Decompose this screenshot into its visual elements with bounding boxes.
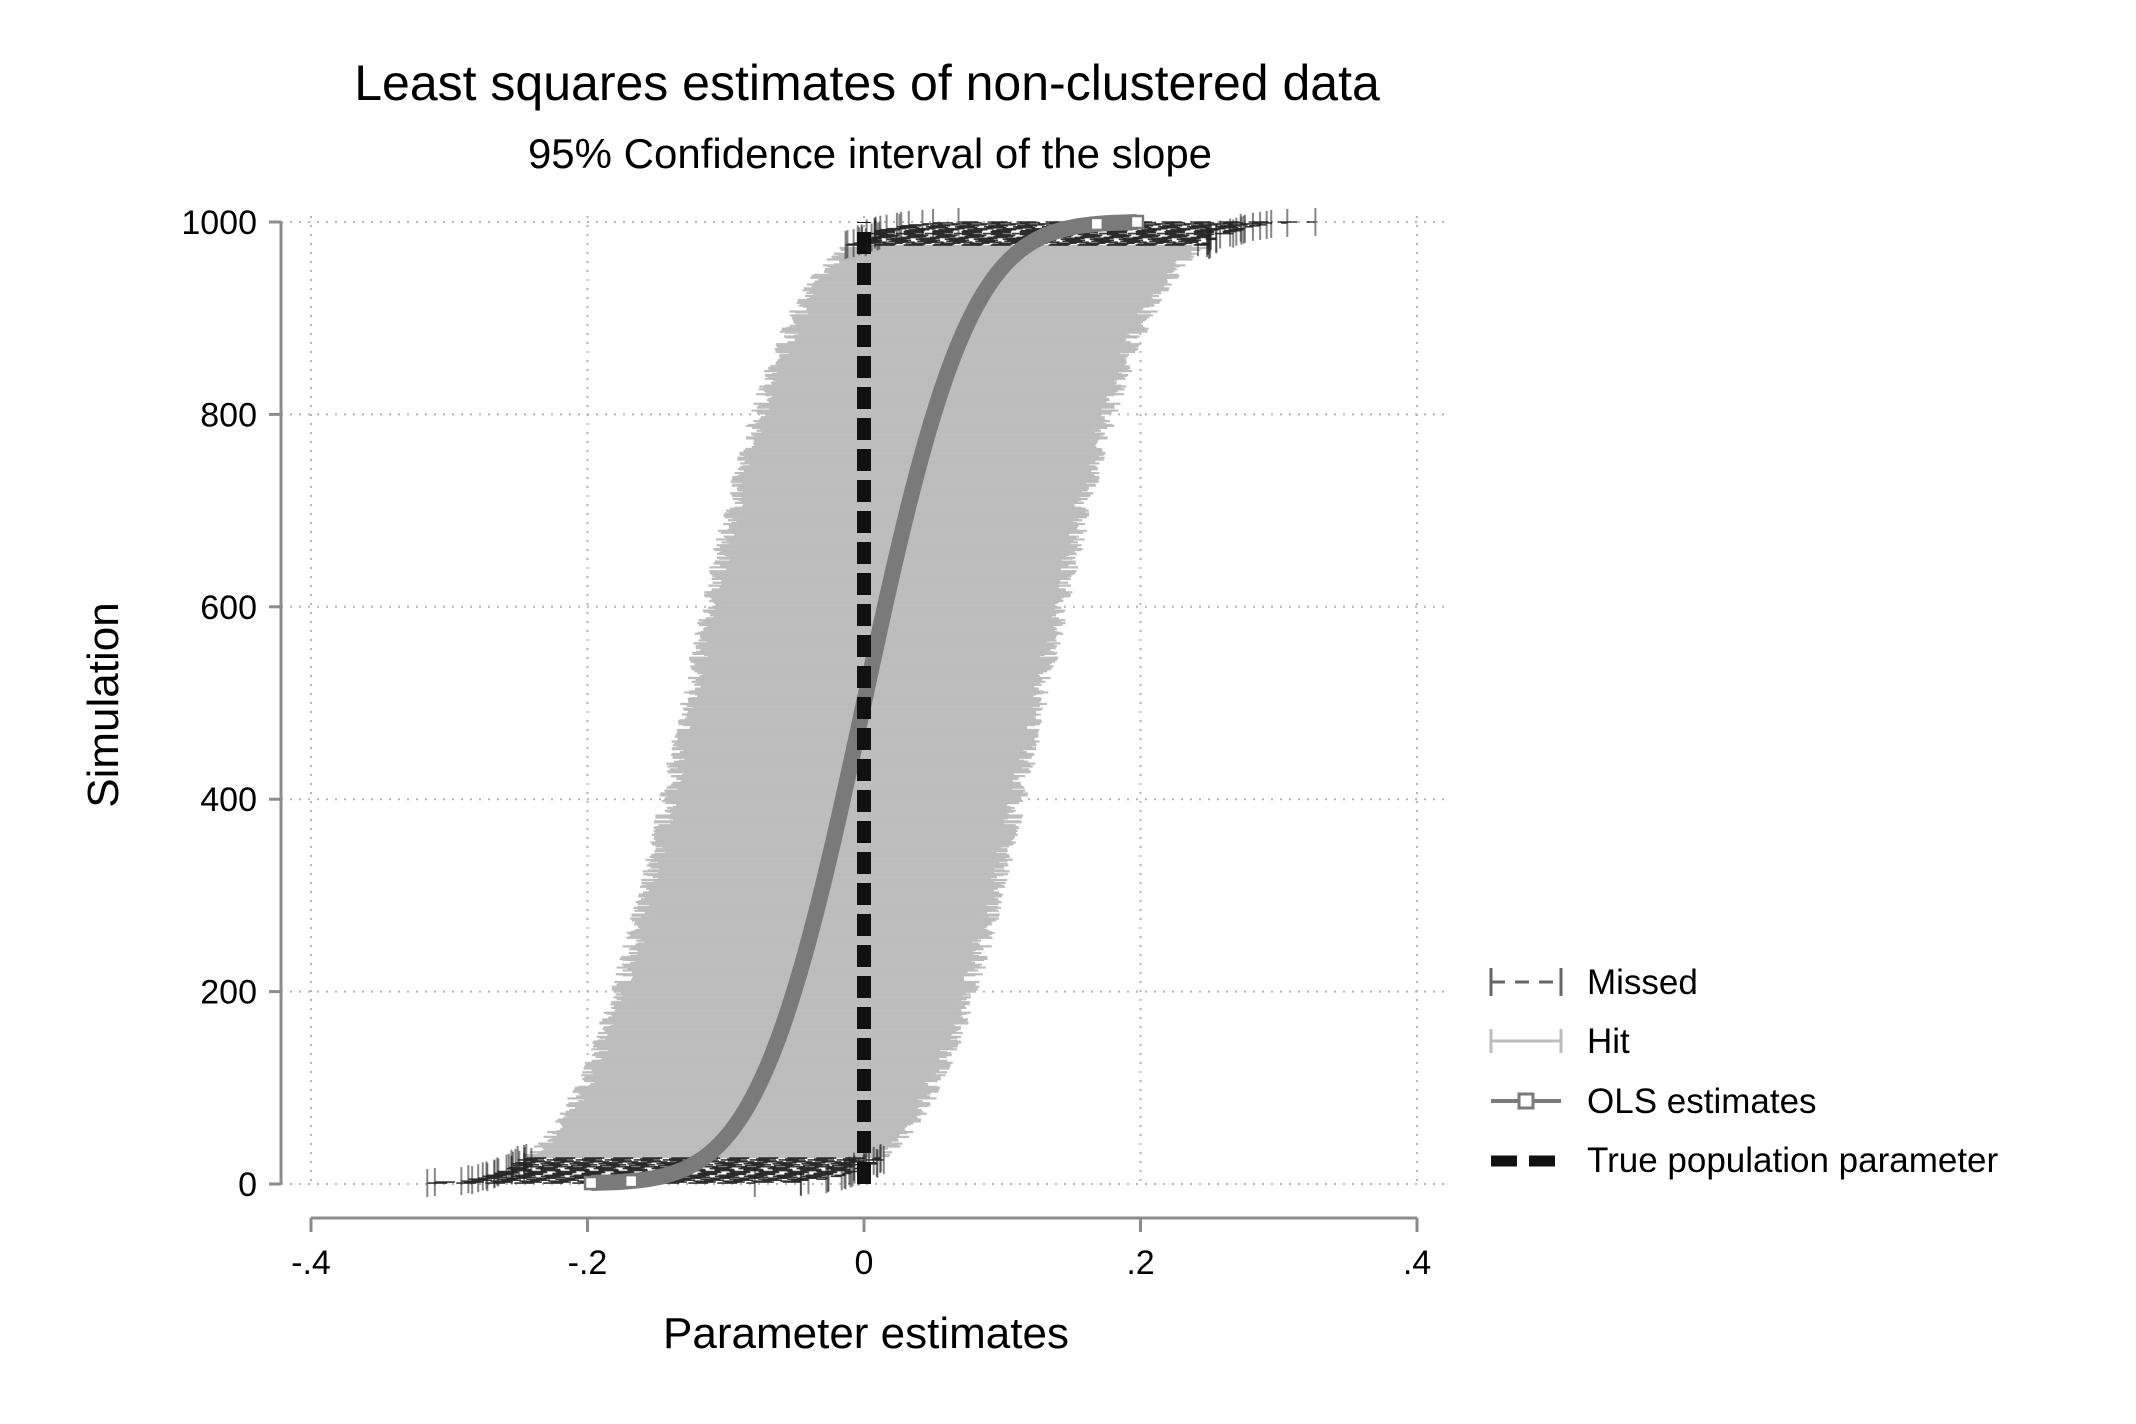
x-tick-label: 0 [855,1244,874,1282]
ols-estimate-marker [623,1173,639,1189]
y-tick-label: 1000 [181,204,257,242]
y-tick-label: 400 [200,781,257,819]
legend: Missed Hit OLS estimates True population… [1489,963,1999,1180]
y-axis-title: Simulation [79,602,128,807]
y-tick-label: 600 [200,589,257,627]
axes: 0 200 400 600 800 1000 -.4 -.2 0 .2 .4 [181,204,1431,1282]
x-tick-label: .2 [1126,1244,1154,1282]
legend-item-hit: Hit [1489,1022,1630,1061]
legend-ols-marker [1517,1092,1535,1110]
legend-hit-symbol [1489,1029,1563,1053]
y-tick-label: 800 [200,396,257,434]
ols-estimate-marker [1129,214,1145,230]
legend-item-ols: OLS estimates [1491,1082,1817,1121]
legend-label-true: True population parameter [1587,1141,1999,1180]
x-axis-title: Parameter estimates [663,1309,1069,1358]
legend-item-true: True population parameter [1491,1141,1999,1180]
x-tick-label: .4 [1403,1244,1431,1282]
legend-label-missed: Missed [1587,963,1698,1002]
y-tick-label: 200 [200,974,257,1012]
legend-label-ols: OLS estimates [1587,1082,1817,1121]
chart-subtitle: 95% Confidence interval of the slope [528,130,1212,177]
ols-estimate-marker [583,1175,599,1191]
legend-item-missed: Missed [1489,963,1698,1002]
y-tick-label: 0 [238,1166,257,1204]
x-tick-label: -.4 [291,1244,331,1282]
legend-missed-symbol [1489,968,1563,996]
x-tick-label: -.2 [568,1244,608,1282]
legend-label-hit: Hit [1587,1022,1630,1061]
chart-title: Least squares estimates of non-clustered… [354,55,1380,111]
ols-estimate-marker [1089,216,1105,232]
legend-ols-symbol [1491,1092,1561,1110]
